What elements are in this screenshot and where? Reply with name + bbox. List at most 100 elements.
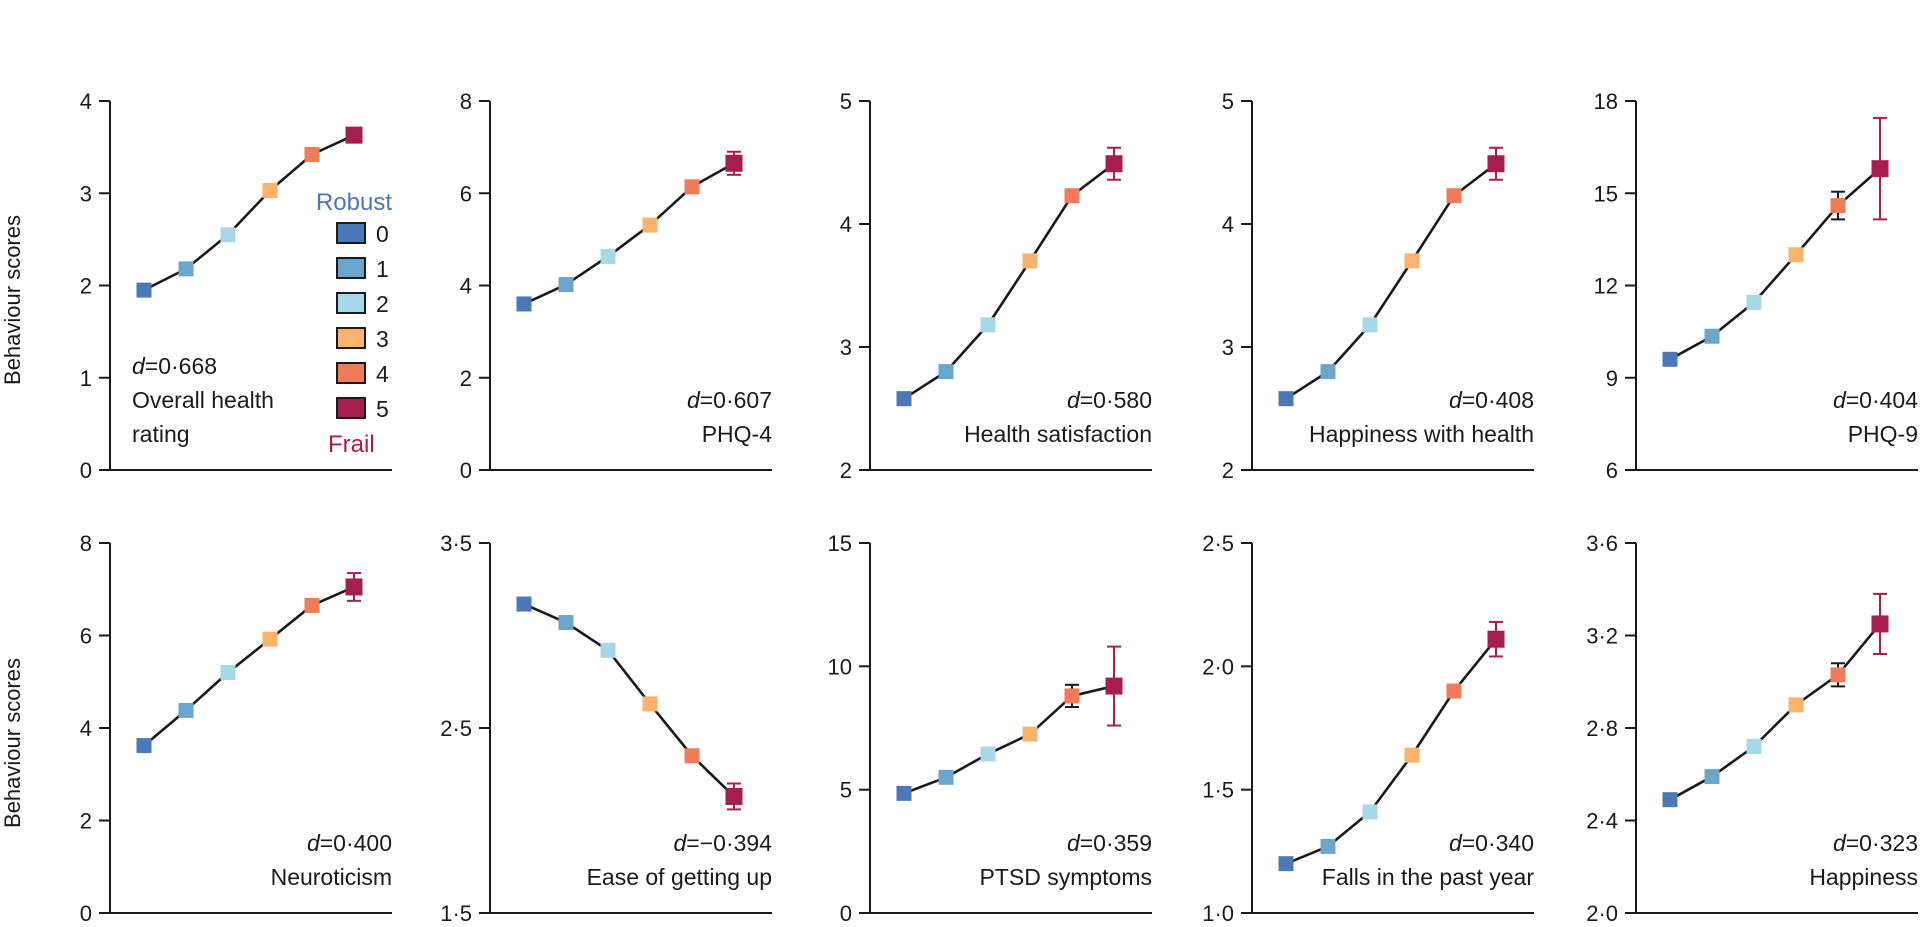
effect-size-label: d=0·404 [1833,387,1918,413]
y-tick-label: 2·5 [1202,531,1234,556]
legend-items: 0 1 2 3 4 5 [336,221,389,422]
legend-label-5: 5 [376,396,389,422]
y-tick-label: 5 [840,778,852,803]
effect-size-label: d=−0·394 [674,830,773,856]
y-tick-label: 5 [1222,89,1234,114]
data-point-level-1 [1320,838,1336,854]
data-point-level-2 [600,642,616,658]
data-point-level-1 [1704,328,1720,344]
ylabel-row-1: Behaviour scores [0,215,25,385]
data-point-level-5 [345,578,363,596]
data-point-level-5 [1487,630,1505,648]
data-point-level-1 [178,702,194,718]
data-point-level-2 [1362,804,1378,820]
panel-title: Health satisfaction [964,421,1152,447]
panel-grid: 0 1 2 3 4 d=0·668 Overall health rating 0 2 4 6 8 d=0… [80,89,1918,926]
data-point-level-4 [1064,188,1080,204]
y-tick-label: 1 [80,366,92,391]
data-point-level-2 [600,248,616,264]
data-point-level-2 [980,317,996,333]
legend-swatch-1 [336,257,366,279]
y-tick-label: 10 [828,654,852,679]
data-point-level-0 [516,296,532,312]
data-point-level-4 [304,597,320,613]
series-line [523,162,735,306]
panel-title: PTSD symptoms [979,864,1152,890]
legend-label-1: 1 [376,256,389,282]
y-tick-label: 2·5 [440,716,472,741]
data-point-level-4 [1064,688,1080,704]
data-point-level-4 [1830,667,1846,683]
data-point-level-3 [1788,247,1804,263]
panel-6: 0 2 4 6 8 d=0·400 Neuroticism [80,531,392,926]
data-point-level-0 [1278,856,1294,872]
y-tick-label: 9 [1606,366,1618,391]
legend-swatch-0 [336,222,366,244]
data-point-level-3 [1788,697,1804,713]
panel-title: Neuroticism [271,864,392,890]
y-tick-label: 4 [80,716,92,741]
legend: Robust 0 1 2 3 4 5 Frail [316,189,392,458]
y-tick-label: 0 [80,901,92,926]
panel-4: 2 3 4 5 d=0·408 Happiness with health [1222,89,1534,483]
y-tick-label: 0 [460,458,472,483]
data-point-level-0 [1662,351,1678,367]
effect-size-label: d=0·580 [1067,387,1152,413]
data-point-level-5 [1487,155,1505,173]
data-point-level-1 [938,769,954,785]
series-line [143,585,355,747]
legend-swatch-4 [336,362,366,384]
data-point-level-2 [1746,739,1762,754]
legend-title: Robust [316,189,392,216]
series-line [523,602,735,798]
y-tick-label: 2 [460,366,472,391]
legend-footer: Frail [328,431,375,458]
data-point-level-3 [262,182,278,198]
data-point-level-0 [516,596,532,612]
y-tick-label: 3 [1222,335,1234,360]
data-point-level-3 [262,631,278,647]
data-point-level-0 [136,282,152,298]
data-point-level-4 [1446,188,1462,204]
data-point-level-0 [896,785,912,801]
panel-title: Falls in the past year [1322,864,1535,890]
data-point-level-5 [1105,155,1123,173]
y-tick-label: 4 [80,89,92,114]
panel-title: rating [132,421,190,447]
series-line [1669,167,1881,361]
data-point-level-3 [642,217,658,233]
y-tick-label: 6 [460,181,472,206]
y-tick-label: 3 [840,335,852,360]
y-tick-label: 18 [1594,89,1618,114]
data-point-level-2 [220,665,236,680]
data-point-level-3 [1022,253,1038,269]
legend-label-0: 0 [376,221,389,247]
legend-label-2: 2 [376,291,389,317]
data-point-level-4 [684,748,700,764]
panel-title: Overall health [132,387,274,413]
data-point-level-1 [558,615,574,631]
series-line [1285,162,1497,400]
legend-label-3: 3 [376,326,389,352]
data-point-level-3 [642,696,658,712]
data-point-level-0 [896,391,912,407]
data-point-level-4 [1830,198,1846,214]
panel-8: 0 5 10 15 d=0·359 PTSD symptoms [828,531,1152,926]
series-line [1669,623,1882,801]
data-point-level-5 [1871,160,1889,178]
panel-3: 2 3 4 5 d=0·580 Health satisfaction [840,89,1152,483]
data-point-level-2 [1746,294,1762,310]
legend-swatch-3 [336,327,366,349]
data-point-level-2 [980,746,996,762]
panel-title: Happiness [1809,864,1918,890]
y-tick-label: 6 [80,624,92,649]
panel-title: Ease of getting up [587,864,772,890]
data-point-level-4 [304,147,320,163]
effect-size-label: d=0·668 [132,353,217,379]
effect-size-label: d=0·340 [1449,830,1534,856]
legend-label-4: 4 [376,361,389,387]
data-point-level-0 [1662,792,1678,808]
y-tick-label: 8 [80,531,92,556]
panel-1: 0 1 2 3 4 d=0·668 Overall health rating [80,89,392,483]
y-tick-label: 2·0 [1586,901,1618,926]
